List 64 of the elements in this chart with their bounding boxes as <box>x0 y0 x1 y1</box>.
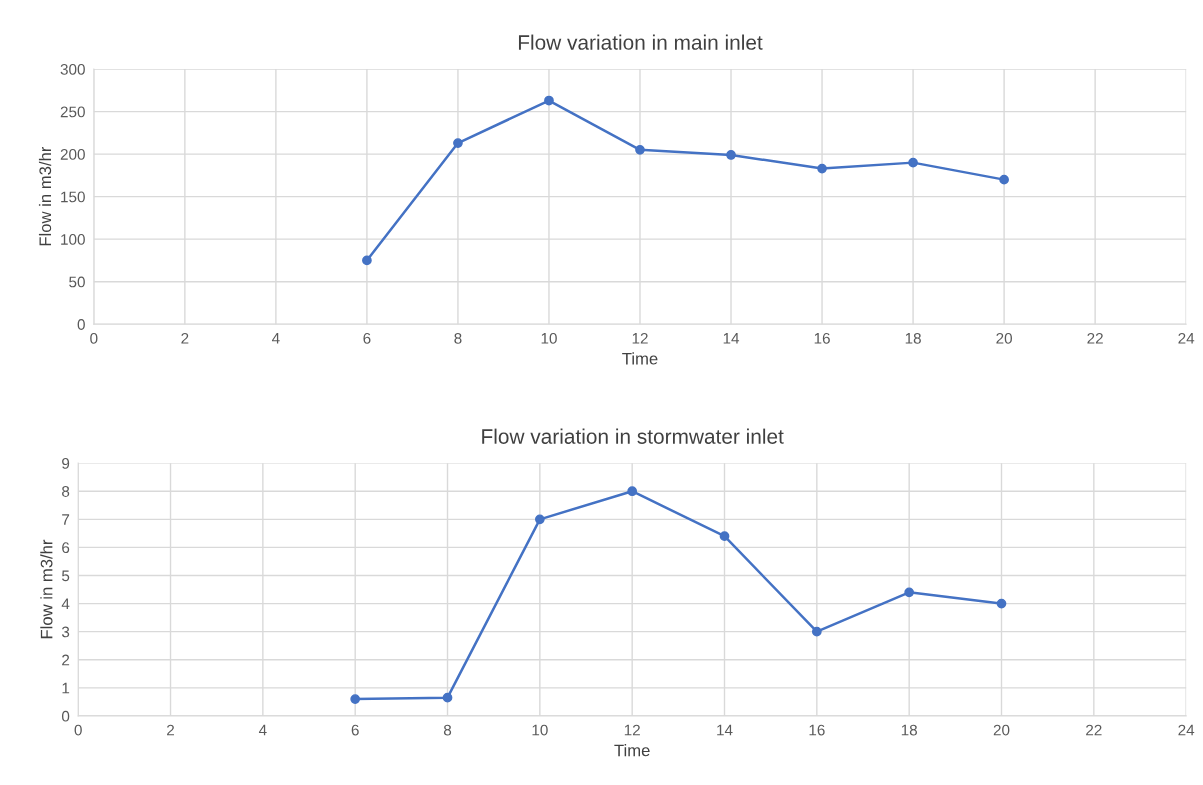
y-tick-label: 0 <box>77 319 85 330</box>
x-tick-label: 0 <box>90 332 98 344</box>
x-tick-label: 24 <box>1178 724 1195 736</box>
x-tick-label: 14 <box>723 333 740 344</box>
y-tick-label: 200 <box>60 148 85 160</box>
x-tick-label: 18 <box>905 332 921 344</box>
y-axis-title: Flow in m3/hr <box>40 539 53 639</box>
x-tick-label: 10 <box>532 724 548 736</box>
y-tick-label: 2 <box>62 654 70 666</box>
x-tick-label: 2 <box>167 724 175 736</box>
point <box>719 531 730 542</box>
x-tick-label: 22 <box>1087 332 1103 344</box>
y-tick-label: 100 <box>61 234 85 245</box>
point <box>811 626 822 637</box>
x-tick-label: 2 <box>181 332 189 344</box>
x-tick-label: 4 <box>271 333 280 344</box>
x-axis-title: Time <box>614 744 650 757</box>
point <box>534 514 545 525</box>
y-tick-label: 7 <box>62 514 70 525</box>
y-tick-label: 9 <box>62 458 70 469</box>
point <box>999 174 1009 185</box>
y-tick-label: 8 <box>62 486 70 497</box>
x-tick-label: 6 <box>351 724 359 736</box>
point <box>362 255 372 266</box>
y-axis-title: Flow in m3/hr <box>38 146 52 246</box>
x-tick-label: 8 <box>443 724 452 736</box>
y-tick-label: 250 <box>60 106 85 118</box>
y-tick-label: 0 <box>61 710 70 722</box>
y-tick-label: 5 <box>61 570 70 582</box>
point <box>627 486 638 497</box>
x-tick-label: 20 <box>993 724 1010 736</box>
point <box>908 157 918 168</box>
y-tick-label: 50 <box>69 276 85 288</box>
chart-title: Flow variation in stormwater inlet <box>482 428 784 444</box>
x-tick-label: 12 <box>624 724 640 736</box>
x-tick-label: 22 <box>1086 724 1102 736</box>
x-tick-label: 18 <box>901 724 917 736</box>
y-tick-label: 300 <box>60 63 85 75</box>
y-tick-label: 4 <box>61 598 70 610</box>
x-tick-label: 12 <box>632 332 648 344</box>
x-tick-label: 14 <box>717 724 733 736</box>
y-tick-label: 3 <box>61 626 70 638</box>
x-tick-label: 10 <box>541 332 557 344</box>
x-tick-label: 24 <box>1178 332 1195 344</box>
x-tick-label: 6 <box>363 332 371 344</box>
x-tick-label: 16 <box>814 332 830 344</box>
point <box>350 694 361 704</box>
point <box>726 150 736 160</box>
x-axis-title: Time <box>622 352 658 365</box>
x-tick-label: 16 <box>809 724 825 736</box>
point <box>817 163 827 174</box>
y-tick-label: 6 <box>62 542 70 554</box>
y-tick-label: 150 <box>61 191 85 203</box>
y-tick-label: 1 <box>62 682 70 694</box>
x-tick-label: 4 <box>258 724 267 736</box>
x-tick-label: 8 <box>454 332 462 344</box>
point <box>544 95 554 106</box>
point <box>904 587 915 598</box>
point <box>453 138 463 148</box>
chart-title: Flow variation in main inlet <box>518 34 763 50</box>
point <box>442 692 453 703</box>
point <box>996 598 1007 609</box>
x-tick-label: 20 <box>996 332 1012 344</box>
point <box>635 145 645 155</box>
